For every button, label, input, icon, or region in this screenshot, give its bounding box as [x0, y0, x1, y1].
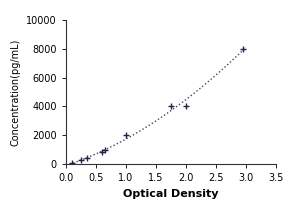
X-axis label: Optical Density: Optical Density: [123, 189, 219, 199]
Y-axis label: Concentration(pg/mL): Concentration(pg/mL): [11, 38, 21, 146]
